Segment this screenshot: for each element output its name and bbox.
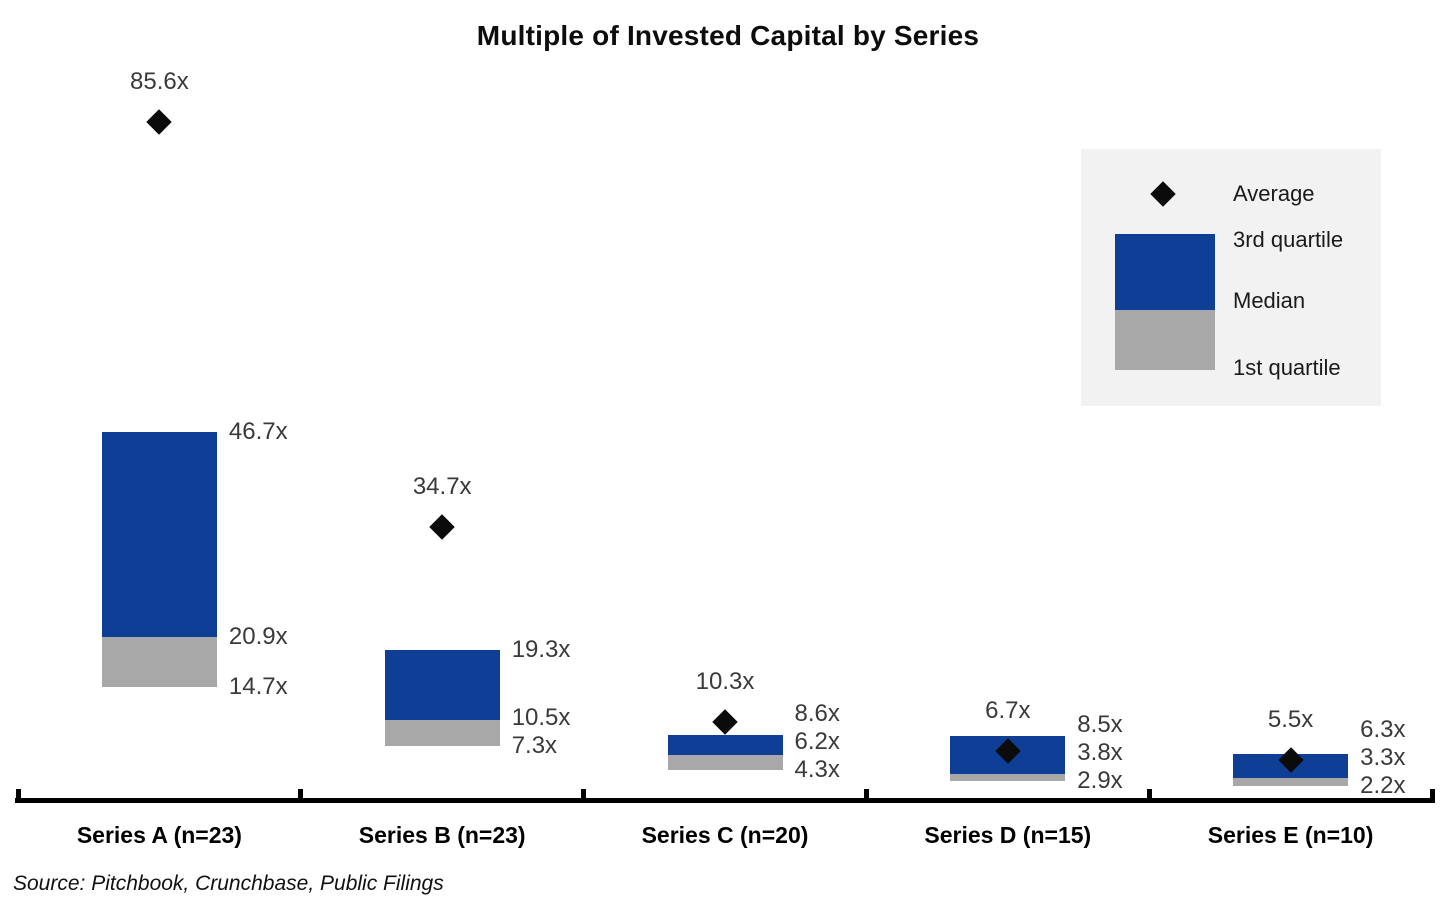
q1-value-label: 2.2x	[1360, 772, 1406, 800]
x-axis-line	[15, 798, 1435, 803]
q3-value-label: 46.7x	[228, 417, 288, 445]
q1-value-label: 2.9x	[1077, 766, 1123, 794]
q1-value-label: 14.7x	[228, 672, 288, 700]
q3-value-label: 6.3x	[1360, 716, 1406, 744]
median-value-label: 6.2x	[794, 727, 840, 755]
x-axis-tick	[1429, 789, 1435, 798]
legend-average-label: Average	[1233, 181, 1315, 206]
x-axis-label-E: Series E (n=10)	[1207, 822, 1374, 848]
average-value-label: 5.5x	[1267, 706, 1314, 734]
x-axis-label-D: Series D (n=15)	[924, 822, 1092, 848]
average-diamond-icon-B	[429, 514, 455, 541]
legend: Average 3rd quartile Median 1st quartile	[1081, 149, 1381, 406]
average-value-label: 85.6x	[130, 67, 189, 95]
source-note: Source: Pitchbook, Crunchbase, Public Fi…	[13, 872, 444, 895]
median-value-label: 20.9x	[228, 623, 288, 651]
legend-1st-quartile-swatch	[1115, 310, 1215, 370]
x-axis-tick	[298, 789, 304, 798]
median-value-label: 3.3x	[1360, 744, 1406, 772]
bar-1st-quartile-E	[1233, 777, 1349, 787]
median-value-label: 10.5x	[511, 703, 571, 731]
q3-value-label: 8.6x	[794, 699, 840, 727]
legend-3rd-quartile-swatch	[1115, 234, 1215, 310]
x-axis-label-C: Series C (n=20)	[641, 822, 809, 848]
q3-value-label: 8.5x	[1077, 710, 1123, 738]
legend-1st-quartile-label: 1st quartile	[1233, 355, 1341, 380]
legend-3rd-quartile-label: 3rd quartile	[1233, 227, 1344, 252]
average-diamond-icon-C	[712, 709, 738, 735]
x-axis-tick	[1146, 789, 1152, 798]
bar-1st-quartile-A	[101, 637, 217, 687]
average-value-label: 6.7x	[985, 696, 1031, 724]
bar-3rd-quartile-B	[384, 650, 500, 721]
x-axis-label-B: Series B (n=23)	[358, 822, 526, 848]
average-diamond-icon-A	[146, 109, 173, 135]
legend-average-diamond-icon	[1150, 181, 1176, 207]
median-value-label: 3.8x	[1077, 738, 1123, 766]
bar-3rd-quartile-A	[101, 431, 217, 638]
bar-3rd-quartile-C	[667, 735, 783, 755]
x-axis-tick	[581, 789, 587, 798]
average-value-label: 10.3x	[695, 667, 755, 695]
x-axis-tick	[15, 789, 21, 798]
x-axis-tick	[863, 789, 869, 798]
bar-1st-quartile-C	[667, 754, 783, 770]
bar-1st-quartile-D	[950, 773, 1066, 781]
q1-value-label: 4.3x	[794, 755, 840, 783]
q1-value-label: 7.3x	[511, 731, 558, 759]
average-value-label: 34.7x	[412, 473, 472, 501]
q3-value-label: 19.3x	[511, 636, 571, 664]
legend-median-label: Median	[1233, 288, 1306, 313]
x-axis-label-A: Series A (n=23)	[76, 822, 242, 848]
chart-title: Multiple of Invested Capital by Series	[476, 20, 980, 51]
bar-1st-quartile-B	[384, 720, 500, 746]
